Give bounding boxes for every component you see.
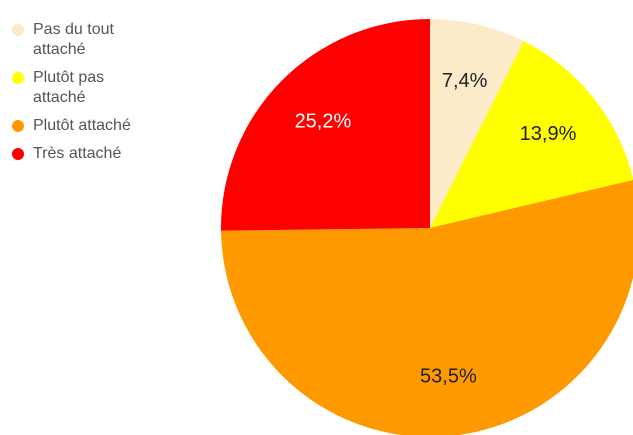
legend-label: Plutôt pas attaché [33, 69, 105, 106]
data-label: 13,9% [520, 123, 577, 145]
legend: Pas du tout attaché Plutôt pas attaché Plu… [10, 20, 160, 172]
legend-label: Pas du tout attaché [33, 21, 114, 58]
legend-item: Très attaché [10, 144, 160, 164]
legend-label: Très attaché [33, 145, 122, 162]
legend-swatch [12, 24, 24, 36]
pie-slice [221, 19, 430, 231]
data-label: 53,5% [420, 366, 477, 388]
pie-slice [430, 19, 524, 228]
legend-item: Plutôt pas attaché [10, 68, 160, 108]
legend-label: Plutôt attaché [33, 117, 131, 134]
legend-swatch [12, 148, 24, 160]
data-label: 7,4% [442, 70, 488, 92]
legend-item: Plutôt attaché [10, 116, 160, 136]
legend-item: Pas du tout attaché [10, 20, 160, 60]
legend-swatch [12, 120, 24, 132]
legend-swatch [12, 72, 24, 84]
pie-slice [221, 179, 633, 435]
data-label: 25,2% [295, 111, 352, 133]
pie-slice [430, 41, 633, 228]
